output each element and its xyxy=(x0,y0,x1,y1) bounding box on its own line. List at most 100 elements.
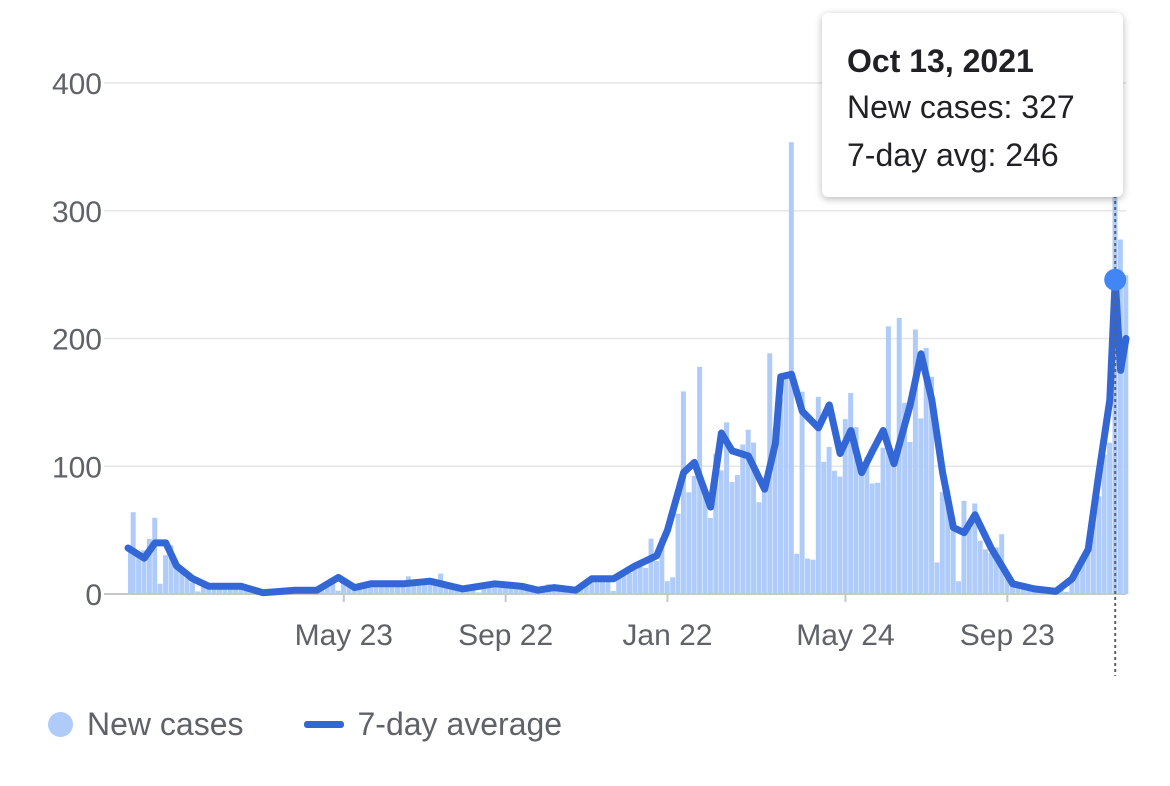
bar xyxy=(1074,564,1080,594)
bar xyxy=(341,582,347,594)
bar xyxy=(918,418,924,594)
bar xyxy=(670,577,676,594)
bar xyxy=(761,489,767,594)
bar xyxy=(179,568,185,594)
bar xyxy=(195,591,201,594)
bar xyxy=(448,586,454,594)
bar xyxy=(443,585,449,594)
bar xyxy=(907,442,913,594)
bar xyxy=(373,581,379,594)
seven-day-average-line xyxy=(124,276,1130,597)
bar xyxy=(492,583,498,594)
bar xyxy=(686,492,692,594)
tooltip: Oct 13, 2021 New cases: 327 7-day avg: 2… xyxy=(822,13,1123,197)
bar xyxy=(826,446,832,594)
bar xyxy=(513,585,519,594)
legend-line-icon xyxy=(303,720,344,728)
bar xyxy=(648,538,654,594)
bar xyxy=(977,540,983,594)
bar xyxy=(805,558,810,594)
bar xyxy=(643,567,649,594)
bar xyxy=(680,391,686,594)
bar xyxy=(858,472,864,594)
bar xyxy=(1063,591,1069,594)
bar xyxy=(956,581,962,594)
bar xyxy=(724,422,730,594)
bar xyxy=(945,490,951,594)
bar xyxy=(837,476,843,594)
bar xyxy=(637,566,643,594)
bar xyxy=(675,513,681,594)
bar xyxy=(740,444,746,594)
bar xyxy=(831,470,837,594)
bar xyxy=(772,428,778,594)
bar xyxy=(848,393,854,594)
bar xyxy=(411,582,417,594)
bar xyxy=(136,554,142,594)
bar xyxy=(734,475,740,594)
bar xyxy=(594,580,600,594)
bar xyxy=(502,584,508,594)
x-tick-label: Jan 22 xyxy=(622,619,712,652)
bar xyxy=(929,376,935,594)
bar xyxy=(222,587,228,594)
bar xyxy=(653,560,659,594)
bar xyxy=(993,547,999,594)
bar xyxy=(966,528,972,594)
bar xyxy=(713,453,719,594)
y-axis: 0 100 200 300 400 xyxy=(52,68,102,612)
bar xyxy=(146,538,152,594)
bar xyxy=(481,587,487,594)
bar xyxy=(152,517,158,594)
bar xyxy=(128,545,133,594)
bar xyxy=(815,396,821,594)
bar xyxy=(756,502,762,594)
legend-average[interactable]: 7-day average xyxy=(303,705,563,743)
bar xyxy=(422,578,427,594)
legend-avg-label: 7-day average xyxy=(357,705,563,742)
hover-indicator xyxy=(1104,195,1127,676)
bar xyxy=(885,326,891,594)
bar xyxy=(718,470,724,594)
bar xyxy=(961,500,967,594)
bar xyxy=(810,559,816,594)
bar xyxy=(589,581,595,594)
legend-new-cases[interactable]: New cases xyxy=(48,706,244,743)
bar xyxy=(610,590,616,594)
bar xyxy=(1117,239,1123,594)
bar xyxy=(891,458,897,594)
bar xyxy=(880,447,886,594)
bar xyxy=(988,552,994,594)
bar xyxy=(600,581,605,594)
bar xyxy=(395,582,400,594)
bar xyxy=(497,586,503,594)
bar xyxy=(745,429,751,594)
bar xyxy=(368,583,374,594)
bar xyxy=(923,347,929,594)
average-line xyxy=(124,276,1130,597)
y-tick-label: 200 xyxy=(52,324,102,357)
bar xyxy=(330,582,336,594)
x-tick-label: Sep 22 xyxy=(458,619,553,652)
legend-new-cases-label: New cases xyxy=(87,705,244,742)
x-tick-label: May 24 xyxy=(796,619,894,652)
bar xyxy=(1015,584,1021,594)
y-tick-label: 100 xyxy=(52,451,102,484)
bar xyxy=(1069,579,1075,594)
bar xyxy=(627,573,632,594)
x-axis: May 23 Sep 22 Jan 22 May 24 Sep 23 xyxy=(295,594,1055,652)
bar xyxy=(902,402,908,594)
bar xyxy=(875,482,881,594)
tooltip-date: Oct 13, 2021 xyxy=(847,43,1034,79)
bar xyxy=(357,587,363,594)
bar xyxy=(173,562,179,594)
tooltip-new-cases: New cases: 327 xyxy=(847,89,1075,125)
bar xyxy=(486,583,492,594)
bar xyxy=(616,576,622,594)
bar xyxy=(1123,275,1129,594)
bar xyxy=(475,592,481,594)
bar xyxy=(163,555,169,594)
bar xyxy=(1112,176,1118,594)
bar xyxy=(778,398,784,594)
